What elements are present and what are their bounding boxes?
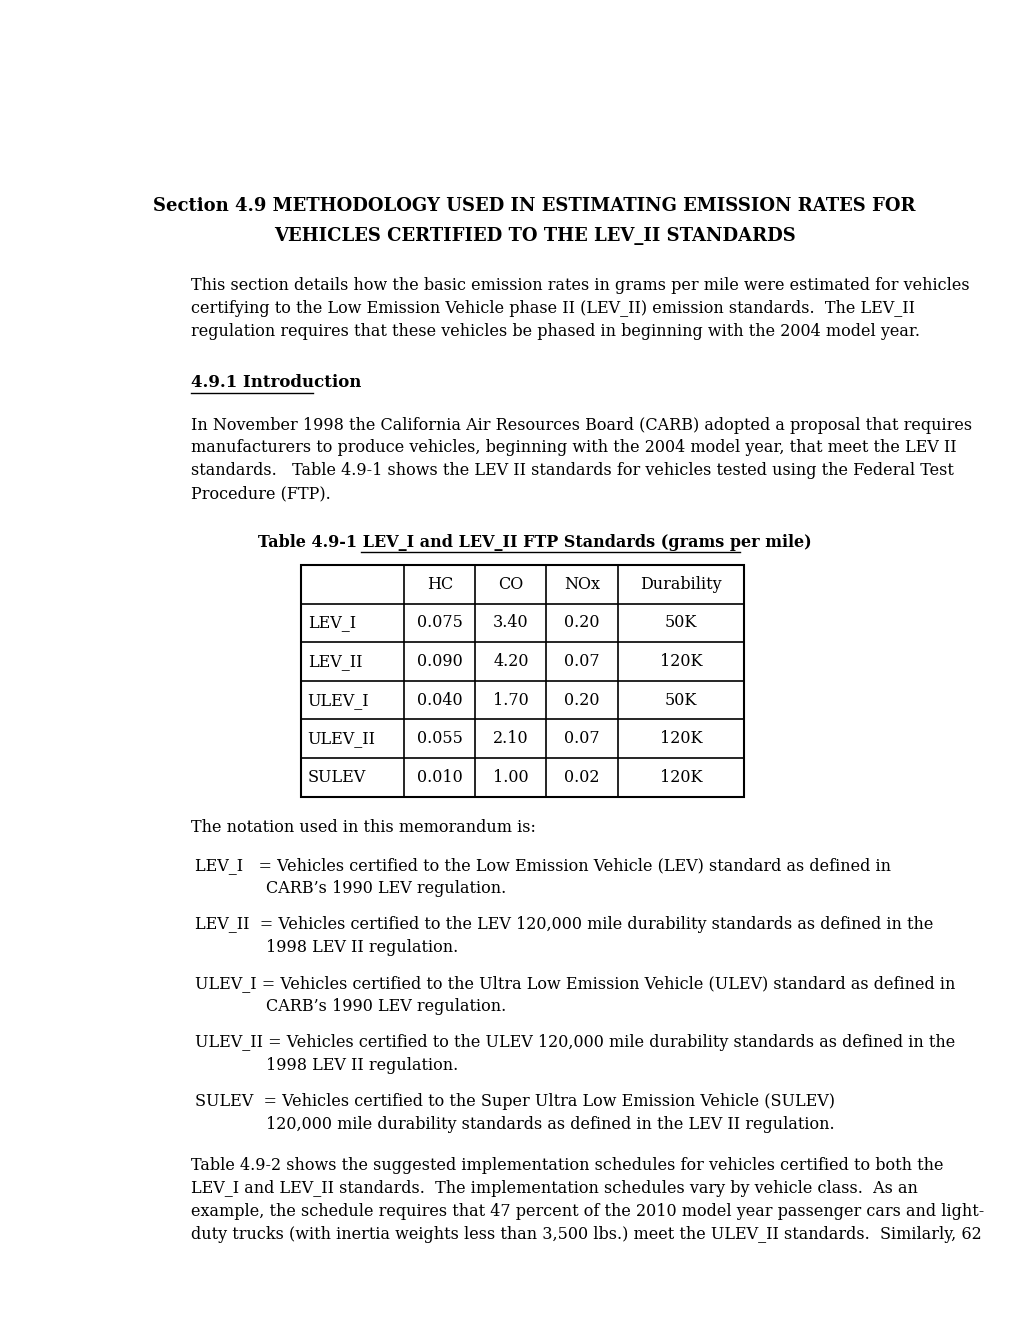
Text: In November 1998 the California Air Resources Board (CARB) adopted a proposal th: In November 1998 the California Air Reso… bbox=[191, 417, 971, 433]
Text: Procedure (FTP).: Procedure (FTP). bbox=[191, 486, 330, 502]
Bar bbox=[302, 565, 744, 797]
Text: 120,000 mile durability standards as defined in the LEV II regulation.: 120,000 mile durability standards as def… bbox=[266, 1115, 834, 1133]
Text: 0.02: 0.02 bbox=[564, 768, 599, 785]
Text: ULEV_I: ULEV_I bbox=[308, 692, 369, 709]
Text: 50K: 50K bbox=[664, 692, 696, 709]
Text: 0.20: 0.20 bbox=[564, 692, 599, 709]
Text: ULEV_I = Vehicles certified to the Ultra Low Emission Vehicle (ULEV) standard as: ULEV_I = Vehicles certified to the Ultra… bbox=[195, 975, 954, 993]
Text: The notation used in this memorandum is:: The notation used in this memorandum is: bbox=[191, 818, 535, 836]
Text: SULEV  = Vehicles certified to the Super Ultra Low Emission Vehicle (SULEV): SULEV = Vehicles certified to the Super … bbox=[195, 1093, 834, 1110]
Text: 3.40: 3.40 bbox=[492, 614, 528, 631]
Text: 1.00: 1.00 bbox=[492, 768, 528, 785]
Text: example, the schedule requires that 47 percent of the 2010 model year passenger : example, the schedule requires that 47 p… bbox=[191, 1203, 983, 1220]
Text: VEHICLES CERTIFIED TO THE LEV_II STANDARDS: VEHICLES CERTIFIED TO THE LEV_II STANDAR… bbox=[273, 227, 795, 246]
Text: ULEV_II: ULEV_II bbox=[308, 730, 375, 747]
Text: LEV_II: LEV_II bbox=[308, 653, 362, 671]
Text: CARB’s 1990 LEV regulation.: CARB’s 1990 LEV regulation. bbox=[266, 998, 505, 1015]
Text: 0.20: 0.20 bbox=[564, 614, 599, 631]
Text: 0.055: 0.055 bbox=[417, 730, 463, 747]
Text: 2.10: 2.10 bbox=[492, 730, 528, 747]
Text: 0.07: 0.07 bbox=[564, 653, 599, 671]
Text: Durability: Durability bbox=[639, 576, 721, 593]
Text: Table 4.9-1 LEV_I and LEV_II FTP Standards (grams per mile): Table 4.9-1 LEV_I and LEV_II FTP Standar… bbox=[258, 535, 811, 552]
Text: 1998 LEV II regulation.: 1998 LEV II regulation. bbox=[266, 939, 458, 956]
Text: 1.70: 1.70 bbox=[492, 692, 528, 709]
Text: 120K: 120K bbox=[659, 730, 701, 747]
Text: Table 4.9-2 shows the suggested implementation schedules for vehicles certified : Table 4.9-2 shows the suggested implemen… bbox=[191, 1158, 943, 1173]
Text: 4.9.1 Introduction: 4.9.1 Introduction bbox=[191, 375, 361, 392]
Text: duty trucks (with inertia weights less than 3,500 lbs.) meet the ULEV_II standar: duty trucks (with inertia weights less t… bbox=[191, 1225, 980, 1242]
Text: certifying to the Low Emission Vehicle phase II (LEV_II) emission standards.  Th: certifying to the Low Emission Vehicle p… bbox=[191, 300, 914, 317]
Text: 0.010: 0.010 bbox=[417, 768, 463, 785]
Text: manufacturers to produce vehicles, beginning with the 2004 model year, that meet: manufacturers to produce vehicles, begin… bbox=[191, 440, 956, 457]
Text: 120K: 120K bbox=[659, 768, 701, 785]
Text: 4.20: 4.20 bbox=[492, 653, 528, 671]
Text: 0.090: 0.090 bbox=[417, 653, 463, 671]
Text: CO: CO bbox=[497, 576, 523, 593]
Text: regulation requires that these vehicles be phased in beginning with the 2004 mod: regulation requires that these vehicles … bbox=[191, 323, 919, 341]
Text: 1998 LEV II regulation.: 1998 LEV II regulation. bbox=[266, 1057, 458, 1074]
Text: 0.07: 0.07 bbox=[564, 730, 599, 747]
Text: HC: HC bbox=[426, 576, 452, 593]
Text: CARB’s 1990 LEV regulation.: CARB’s 1990 LEV regulation. bbox=[266, 880, 505, 898]
Text: 50K: 50K bbox=[664, 614, 696, 631]
Text: Section 4.9 METHODOLOGY USED IN ESTIMATING EMISSION RATES FOR: Section 4.9 METHODOLOGY USED IN ESTIMATI… bbox=[153, 197, 915, 215]
Text: This section details how the basic emission rates in grams per mile were estimat: This section details how the basic emiss… bbox=[191, 277, 968, 294]
Text: LEV_II  = Vehicles certified to the LEV 120,000 mile durability standards as def: LEV_II = Vehicles certified to the LEV 1… bbox=[195, 916, 932, 933]
Text: LEV_I   = Vehicles certified to the Low Emission Vehicle (LEV) standard as defin: LEV_I = Vehicles certified to the Low Em… bbox=[195, 857, 890, 874]
Text: LEV_I: LEV_I bbox=[308, 614, 356, 631]
Text: SULEV: SULEV bbox=[308, 768, 366, 785]
Text: 120K: 120K bbox=[659, 653, 701, 671]
Text: 0.040: 0.040 bbox=[417, 692, 462, 709]
Text: standards.   Table 4.9-1 shows the LEV II standards for vehicles tested using th: standards. Table 4.9-1 shows the LEV II … bbox=[191, 462, 953, 479]
Text: 0.075: 0.075 bbox=[417, 614, 463, 631]
Text: LEV_I and LEV_II standards.  The implementation schedules vary by vehicle class.: LEV_I and LEV_II standards. The implemen… bbox=[191, 1180, 917, 1197]
Text: NOx: NOx bbox=[564, 576, 599, 593]
Text: ULEV_II = Vehicles certified to the ULEV 120,000 mile durability standards as de: ULEV_II = Vehicles certified to the ULEV… bbox=[195, 1034, 954, 1051]
